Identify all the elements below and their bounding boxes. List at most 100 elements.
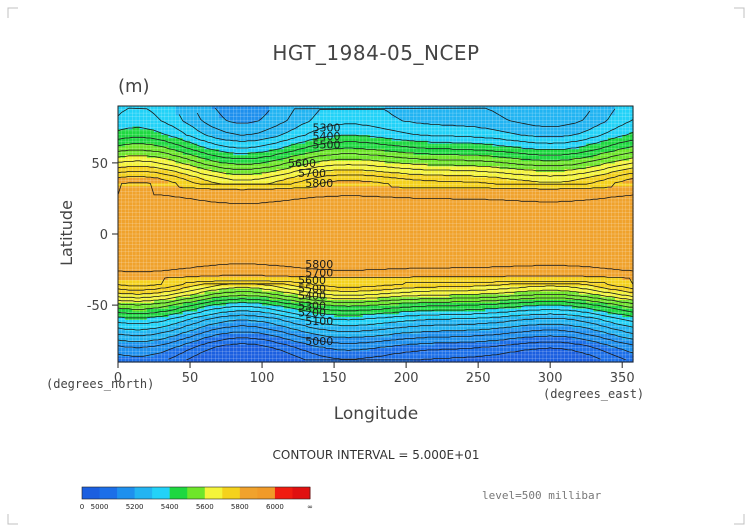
field-cell (204, 157, 213, 161)
field-cell (168, 142, 177, 147)
field-cell (204, 299, 213, 303)
field-cell (125, 199, 134, 204)
field-cell (168, 242, 177, 246)
field-cell (197, 134, 206, 138)
field-cell (139, 350, 148, 355)
field-cell (118, 211, 126, 215)
field-cell (139, 293, 148, 298)
field-cell (218, 262, 227, 266)
field-cell (132, 111, 141, 116)
field-cell (211, 359, 220, 363)
field-cell (132, 248, 141, 252)
field-cell (118, 336, 126, 340)
field-cell (139, 179, 148, 184)
field-cell (233, 208, 242, 212)
field-cell (168, 347, 177, 352)
field-cell (190, 262, 198, 266)
field-cell (204, 356, 213, 360)
field-cell (175, 140, 184, 144)
field-cell (161, 242, 170, 246)
field-cell (139, 205, 148, 209)
field-cell (226, 179, 234, 184)
field-cell (146, 296, 155, 301)
field-cell (154, 162, 162, 167)
field-cell (175, 214, 184, 218)
field-cell (146, 253, 155, 258)
field-cell (118, 219, 126, 224)
field-cell (240, 350, 249, 355)
field-cell (190, 194, 198, 198)
field-cell (190, 160, 198, 164)
field-cell (211, 208, 220, 212)
field-cell (161, 356, 170, 360)
field-cell (182, 253, 191, 258)
field-cell (211, 214, 220, 218)
field-cell (391, 106, 400, 110)
field-cell (204, 228, 213, 232)
field-cell (182, 344, 191, 349)
field-cell (197, 359, 206, 363)
field-cell (197, 248, 206, 252)
field-cell (118, 222, 126, 227)
field-cell (132, 251, 141, 255)
field-cell (125, 356, 134, 360)
field-cell (182, 310, 191, 315)
field-cell (226, 299, 234, 303)
field-cell (175, 162, 184, 167)
field-cell (218, 353, 227, 357)
field-cell (168, 356, 177, 360)
field-cell (139, 134, 148, 138)
field-cell (197, 165, 206, 170)
field-cell (384, 106, 393, 110)
field-cell (161, 316, 170, 320)
field-cell (233, 339, 242, 343)
field-cell (240, 344, 249, 349)
field-cell (190, 114, 198, 118)
field-cell (118, 330, 126, 335)
field-cell (190, 188, 198, 192)
field-cell (197, 145, 206, 150)
field-cell (204, 177, 213, 181)
field-cell (218, 145, 227, 150)
field-cell (218, 248, 227, 252)
field-cell (197, 288, 206, 292)
field-cell (146, 228, 155, 232)
field-cell (118, 296, 126, 301)
field-cell (175, 350, 184, 355)
field-cell (132, 160, 141, 164)
field-cell (139, 245, 148, 249)
field-cell (168, 259, 177, 264)
field-cell (211, 347, 220, 352)
field-cell (211, 106, 220, 110)
field-cell (125, 336, 134, 340)
field-cell (161, 307, 170, 312)
field-cell (132, 142, 141, 147)
field-cell (218, 296, 227, 301)
field-cell (197, 225, 206, 229)
field-cell (139, 290, 148, 295)
field-cell (168, 208, 177, 212)
field-cell (139, 296, 148, 301)
field-cell (204, 305, 213, 309)
field-cell (218, 225, 227, 229)
field-cell (233, 177, 242, 181)
field-cell (233, 188, 242, 192)
field-cell (197, 157, 206, 161)
field-cell (154, 333, 162, 337)
field-cell (204, 151, 213, 155)
field-cell (218, 316, 227, 320)
field-cell (190, 256, 198, 261)
field-cell (132, 245, 141, 249)
field-cell (211, 245, 220, 249)
field-cell (226, 157, 234, 161)
field-cell (132, 106, 141, 110)
field-cell (146, 256, 155, 261)
field-cell (125, 114, 134, 118)
field-cell (218, 125, 227, 130)
field-cell (226, 293, 234, 298)
field-cell (125, 194, 134, 198)
field-cell (154, 313, 162, 318)
field-cell (182, 185, 191, 190)
field-cell (204, 339, 213, 343)
field-cell (211, 313, 220, 318)
